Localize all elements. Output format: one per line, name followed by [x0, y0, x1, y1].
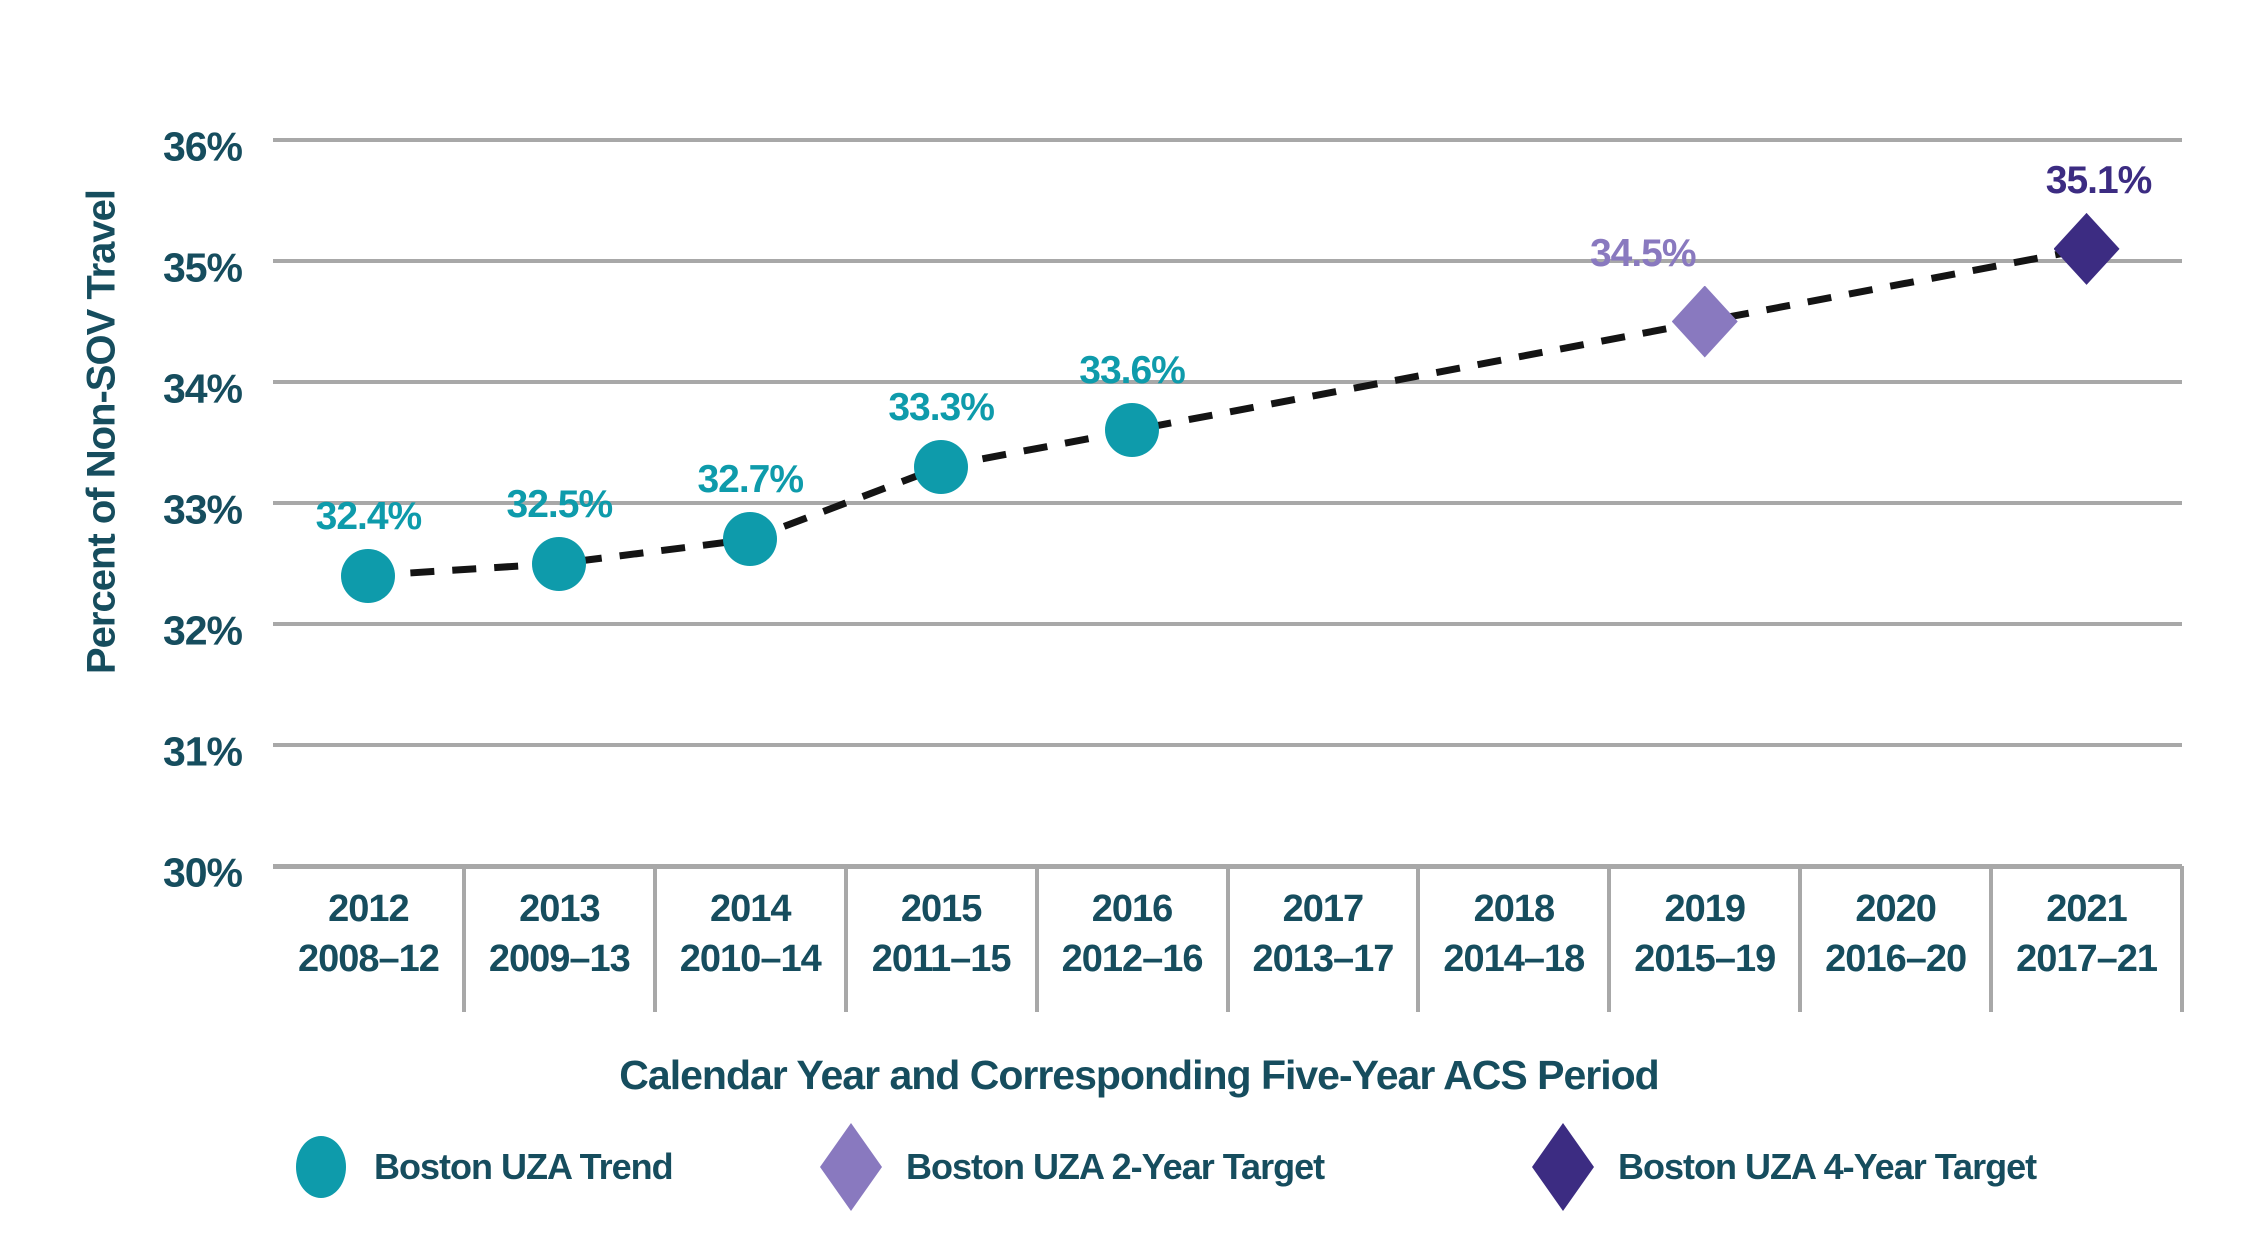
- x-axis-category-label: 2019 2015–19: [1634, 884, 1776, 984]
- x-axis-title: Calendar Year and Corresponding Five-Yea…: [619, 1052, 1659, 1098]
- x-axis-category-label: 2016 2012–16: [1061, 884, 1204, 984]
- x-axis-category-label: 2014 2010–14: [679, 884, 822, 984]
- data-point-marker: [723, 512, 778, 567]
- x-axis-category-label: 2020 2016–20: [1825, 884, 1967, 984]
- y-axis-tick-label: 35%: [162, 244, 243, 291]
- data-point-value-label: 32.5%: [506, 482, 614, 526]
- acs-period-label: 2016–20: [1825, 938, 1967, 980]
- y-axis-tick-label: 31%: [162, 728, 243, 775]
- gridline: [273, 743, 2182, 747]
- calendar-year-label: 2017: [1282, 888, 1365, 930]
- data-point-value-label: 34.5%: [1589, 231, 1697, 275]
- y-axis-tick-label: 30%: [162, 849, 243, 896]
- calendar-year-label: 2020: [1855, 888, 1937, 930]
- x-axis-divider: [652, 866, 657, 1012]
- x-axis-divider: [1607, 866, 1612, 1012]
- trend-line-path: [368, 245, 2088, 580]
- calendar-year-label: 2012: [328, 888, 410, 930]
- y-axis-tick-label: 32%: [162, 607, 243, 654]
- data-point-value-label: 32.4%: [315, 494, 423, 538]
- gridline: [273, 380, 2182, 384]
- x-axis-divider: [1225, 866, 1230, 1012]
- calendar-year-label: 2021: [2046, 888, 2128, 930]
- x-axis-divider: [1989, 866, 1994, 1012]
- data-point-marker: [1105, 403, 1160, 458]
- x-axis-divider: [2180, 866, 2184, 1012]
- x-axis-category-label: 2015 2011–15: [871, 884, 1012, 984]
- legend-diamond-marker: [820, 1123, 882, 1211]
- legend-diamond-marker: [1532, 1123, 1594, 1211]
- x-axis-category-label: 2021 2017–21: [2016, 884, 2158, 984]
- x-axis-divider: [461, 866, 466, 1012]
- y-axis-tick-label: 34%: [162, 365, 243, 412]
- calendar-year-label: 2018: [1473, 888, 1556, 930]
- x-axis-divider: [1798, 866, 1803, 1012]
- calendar-year-label: 2019: [1664, 888, 1746, 930]
- gridline: [273, 138, 2182, 142]
- x-axis-divider: [1034, 866, 1039, 1012]
- data-point-marker: [914, 439, 969, 494]
- gridline: [273, 259, 2182, 263]
- calendar-year-label: 2015: [900, 888, 983, 930]
- data-point-marker: [532, 536, 587, 591]
- x-axis-divider: [843, 866, 848, 1012]
- acs-period-label: 2014–18: [1443, 938, 1585, 980]
- acs-period-label: 2010–14: [679, 938, 822, 980]
- data-point-value-label: 35.1%: [2045, 158, 2153, 202]
- x-axis-category-label: 2017 2013–17: [1252, 884, 1394, 984]
- calendar-year-label: 2013: [519, 888, 601, 930]
- legend-item: Boston UZA 4-Year Target: [1532, 1123, 2037, 1211]
- acs-period-label: 2012–16: [1061, 938, 1204, 980]
- x-axis-divider: [1416, 866, 1421, 1012]
- data-point-marker: [1671, 285, 1738, 358]
- acs-period-label: 2009–13: [488, 938, 631, 980]
- data-point-value-label: 33.6%: [1079, 349, 1186, 393]
- y-axis-tick-label: 33%: [162, 486, 243, 533]
- legend-label: Boston UZA 2-Year Target: [906, 1146, 1325, 1187]
- legend-circle-marker: [296, 1136, 346, 1198]
- x-axis-category-label: 2012 2008–12: [297, 884, 440, 984]
- acs-period-label: 2013–17: [1252, 938, 1394, 980]
- data-point-marker: [2053, 212, 2120, 285]
- acs-period-label: 2011–15: [871, 938, 1012, 980]
- calendar-year-label: 2016: [1091, 888, 1174, 930]
- acs-period-label: 2017–21: [2016, 938, 2158, 980]
- x-axis-category-label: 2018 2014–18: [1443, 884, 1585, 984]
- data-point-value-label: 33.3%: [888, 385, 995, 429]
- calendar-year-label: 2014: [709, 888, 792, 930]
- legend-label: Boston UZA 4-Year Target: [1618, 1146, 2037, 1187]
- y-axis-tick-label: 36%: [162, 123, 243, 170]
- data-point-value-label: 32.7%: [697, 458, 804, 502]
- x-axis-category-label: 2013 2009–13: [488, 884, 631, 984]
- legend-item: Boston UZA 2-Year Target: [820, 1123, 1325, 1211]
- acs-period-label: 2015–19: [1634, 938, 1776, 980]
- acs-period-label: 2008–12: [297, 938, 440, 980]
- legend-label: Boston UZA Trend: [374, 1146, 674, 1187]
- gridline: [273, 622, 2182, 626]
- legend-item: Boston UZA Trend: [296, 1136, 674, 1198]
- data-point-marker: [341, 548, 396, 603]
